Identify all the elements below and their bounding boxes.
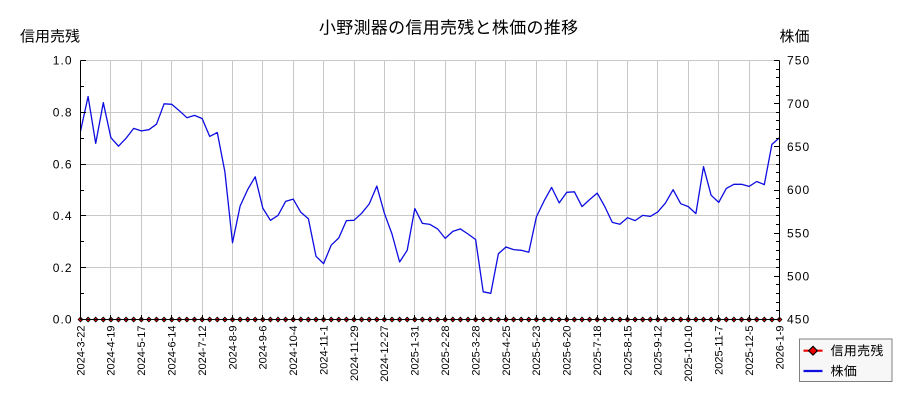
svg-text:2024-10-4: 2024-10-4 [288,326,300,376]
svg-text:700: 700 [787,97,810,111]
svg-text:2025-8-15: 2025-8-15 [622,326,634,376]
svg-text:2024-12-27: 2024-12-27 [379,326,391,382]
svg-text:0.6: 0.6 [53,157,73,171]
svg-text:600: 600 [787,183,810,197]
svg-text:2025-5-23: 2025-5-23 [531,326,543,376]
svg-text:2024-11-29: 2024-11-29 [349,326,361,381]
svg-text:2025-11-7: 2025-11-7 [714,326,726,375]
svg-text:1.0: 1.0 [53,54,73,68]
svg-text:550: 550 [787,226,810,240]
svg-text:2024-8-9: 2024-8-9 [227,326,239,370]
svg-text:500: 500 [787,270,810,284]
svg-text:2025-6-20: 2025-6-20 [562,326,574,376]
svg-text:750: 750 [787,54,810,68]
svg-text:2024-3-22: 2024-3-22 [75,326,87,376]
svg-text:2024-6-14: 2024-6-14 [167,326,179,376]
svg-text:2025-9-12: 2025-9-12 [653,326,665,376]
svg-text:2024-9-6: 2024-9-6 [258,326,270,370]
svg-text:2024-7-12: 2024-7-12 [197,326,209,376]
svg-text:2025-3-28: 2025-3-28 [470,326,482,376]
svg-text:650: 650 [787,140,810,154]
svg-text:450: 450 [787,313,810,327]
svg-text:2026-1-9: 2026-1-9 [774,326,786,370]
svg-text:2025-10-10: 2025-10-10 [683,326,695,382]
svg-text:2024-11-1: 2024-11-1 [318,326,330,375]
svg-text:2025-12-5: 2025-12-5 [744,326,756,376]
svg-text:0.4: 0.4 [53,209,73,223]
svg-text:2025-2-28: 2025-2-28 [440,326,452,376]
svg-text:2025-4-25: 2025-4-25 [501,326,513,376]
svg-text:2025-7-18: 2025-7-18 [592,326,604,376]
svg-text:0.8: 0.8 [53,106,73,120]
svg-text:2024-4-19: 2024-4-19 [106,326,118,376]
svg-text:2024-5-17: 2024-5-17 [136,326,148,376]
svg-text:0.2: 0.2 [53,261,73,275]
svg-text:0.0: 0.0 [53,313,73,327]
svg-text:2025-1-31: 2025-1-31 [410,326,422,376]
